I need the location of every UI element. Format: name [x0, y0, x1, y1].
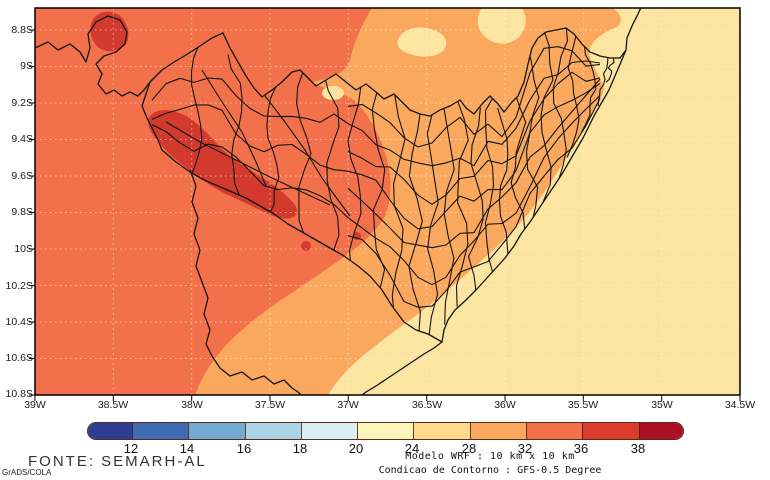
colorbar-segment [244, 423, 301, 439]
alagoas-north-border [149, 27, 627, 117]
colorbar-tick-label: 24 [404, 441, 420, 456]
model-label: Modelo WRF : 10 km x 10 km [405, 451, 575, 462]
y-axis-label: 9.6S [11, 170, 33, 182]
y-axis-label: 9.2S [11, 97, 33, 109]
y-axis-label: 8.8S [11, 24, 33, 36]
x-axis-label: 36W [494, 399, 516, 411]
x-axis-label: 35.5W [567, 399, 599, 411]
colorbar-tick-label: 14 [179, 441, 195, 456]
colorbar-tick-label: 12 [123, 441, 139, 456]
y-axis-label: 10.4S [5, 316, 33, 328]
pale-patch [397, 27, 447, 57]
colorbar-segment [357, 423, 414, 439]
x-axis-label: 38W [181, 399, 203, 411]
colorbar-tick-label: 16 [236, 441, 252, 456]
hot-spot-36-38 [301, 241, 311, 251]
colorbar-segment [88, 423, 132, 439]
x-axis-label: 39W [24, 399, 46, 411]
map-frame [34, 7, 741, 396]
y-axis-label: 9S [20, 60, 33, 72]
pale-patch [322, 86, 344, 100]
x-axis-label: 37.5W [254, 399, 286, 411]
pernambuco-bahia-border [35, 15, 151, 97]
colorbar-segment [300, 423, 358, 439]
colorbar-segment [188, 423, 245, 439]
y-axis-label: 9.4S [11, 133, 33, 145]
colorbar-tick-label: 38 [630, 441, 646, 456]
y-axis-label: 10.8S [5, 388, 33, 400]
pale-patch [477, 8, 526, 44]
x-axis-label: 37W [337, 399, 359, 411]
bahia-sergipe-border [189, 169, 302, 395]
temperature-colorbar [87, 422, 684, 440]
x-axis-label: 38.5W [97, 399, 129, 411]
temperature-field [35, 8, 740, 395]
hot-spot-36-38 [148, 110, 298, 219]
colorbar-tick-label: 28 [461, 441, 477, 456]
x-axis-label: 36.5W [411, 399, 443, 411]
colorbar-tick-label: 20 [348, 441, 364, 456]
colorbar-tick-label: 18 [292, 441, 308, 456]
y-axis-label: 10.2S [5, 280, 33, 292]
x-axis-label: 34.5W [724, 399, 756, 411]
alagoas-river-border [141, 81, 443, 343]
grads-credit: GrADS/COLA [2, 468, 52, 477]
colorbar-segment [526, 423, 583, 439]
colorbar-segment [582, 423, 639, 439]
colorbar-segment [413, 423, 470, 439]
state-borders [35, 8, 642, 395]
colorbar-segment [638, 423, 683, 439]
municipality-borders [151, 28, 615, 341]
colorbar-tick-label: 36 [573, 441, 589, 456]
boundary-condition-label: Condicao de Contorno : GFS-0.5 Degree [378, 465, 602, 476]
y-axis-label: 10.6S [5, 352, 33, 364]
hot-spot-36-38 [90, 11, 129, 52]
colorbar-segment [132, 423, 189, 439]
y-axis-label: 10S [14, 243, 33, 255]
colorbar-segment [469, 423, 527, 439]
y-axis-label: 9.8S [11, 206, 33, 218]
colorbar-tick-label: 32 [517, 441, 533, 456]
source-label: FONTE: SEMARH-AL [28, 453, 207, 470]
x-axis-label: 35W [651, 399, 673, 411]
axis-ticks [29, 29, 741, 401]
band-24-28-ocean [328, 8, 740, 395]
coastline [361, 8, 642, 395]
